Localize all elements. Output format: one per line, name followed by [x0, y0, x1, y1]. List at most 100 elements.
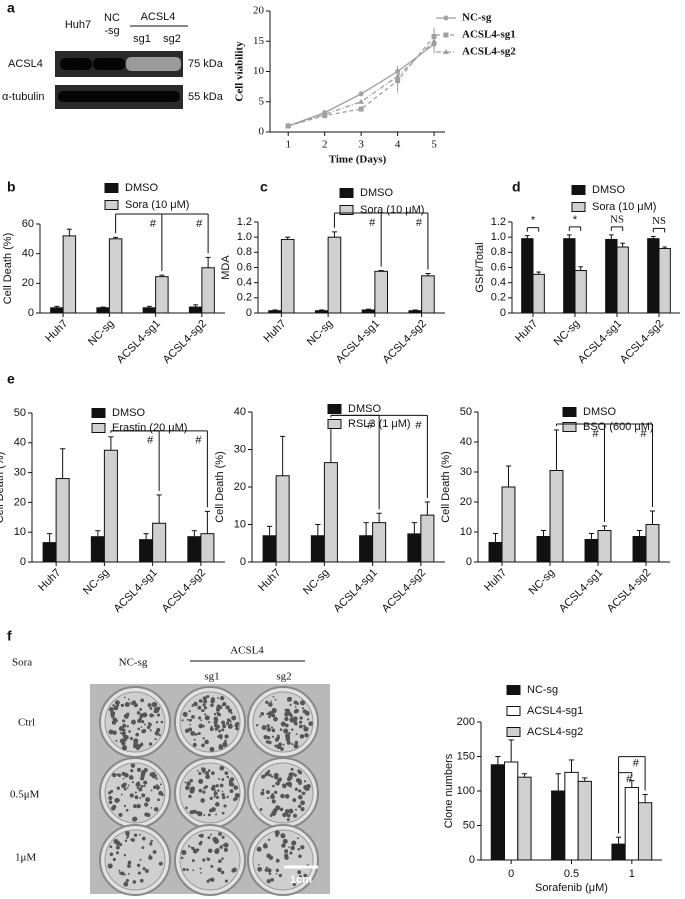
colony: [200, 871, 202, 874]
colony: [308, 721, 313, 726]
colony: [131, 702, 134, 706]
colony: [257, 863, 260, 866]
bar: [490, 764, 506, 861]
x-tick-label: Huh7: [36, 567, 63, 594]
colony: [227, 723, 233, 729]
colony: [191, 859, 195, 863]
dish-inner: [252, 829, 314, 891]
y-axis-label: Cell Death (%): [440, 451, 452, 523]
colony: [150, 789, 153, 792]
colony: [217, 867, 222, 873]
colony: [222, 701, 227, 707]
colony: [143, 784, 146, 788]
lane-label: sg2: [163, 33, 181, 45]
colony: [124, 702, 130, 707]
colony: [275, 833, 279, 838]
colony: [256, 846, 262, 852]
colony: [259, 807, 263, 811]
colony: [274, 830, 280, 836]
colony: [307, 788, 310, 791]
annotation: #: [626, 774, 633, 786]
colony: [271, 735, 275, 738]
bar: [536, 536, 551, 563]
colony: [204, 785, 208, 789]
column-label: sg2: [276, 671, 291, 683]
bar: [155, 276, 169, 314]
x-tick-label: 0.5: [564, 868, 579, 880]
row-label: ACSL4: [8, 58, 43, 70]
colony: [112, 711, 116, 715]
colony: [131, 719, 136, 725]
legend-label: Erastin (20 μM): [112, 422, 187, 434]
x-tick-label: ACSL4-sg1: [576, 318, 624, 366]
annotation: #: [195, 435, 202, 447]
colony: [110, 789, 114, 793]
colony: [209, 796, 213, 801]
annotation: *: [573, 214, 578, 226]
point: [358, 106, 364, 112]
colony: [213, 791, 218, 796]
legend-label: ACSL4-sg1: [527, 705, 583, 717]
colony: [182, 867, 186, 872]
colony: [286, 781, 293, 787]
x-tick-label: 1: [285, 139, 291, 151]
colony: [160, 720, 164, 724]
colony: [204, 739, 209, 745]
annotation: #: [416, 217, 423, 229]
colony: [267, 769, 271, 773]
y-tick-label: 1.2: [237, 216, 252, 228]
colony: [271, 728, 275, 732]
colony: [283, 728, 289, 734]
x-tick-label: ACSL4-sg1: [115, 318, 163, 366]
colony: [219, 737, 223, 740]
colony: [189, 810, 194, 815]
y-tick-label: 1.0: [237, 231, 252, 243]
colony: [148, 855, 153, 860]
colony: [133, 833, 138, 837]
colony: [142, 712, 148, 718]
colony: [285, 723, 289, 728]
lane-group-label: ACSL4: [141, 11, 176, 23]
colony: [198, 771, 202, 776]
x-tick-label: 2: [322, 139, 328, 151]
band: [60, 58, 92, 70]
bar: [62, 235, 77, 314]
y-tick-label: 40: [14, 437, 26, 449]
colony: [217, 712, 222, 717]
legend-swatch: [506, 706, 521, 716]
legend-swatch: [571, 185, 586, 195]
point: [358, 91, 364, 97]
colony: [298, 854, 302, 859]
bar: [563, 238, 576, 314]
colony: [115, 845, 120, 850]
colony: [259, 715, 262, 718]
y-tick-label: 40: [22, 248, 34, 260]
y-tick-label: 0.8: [491, 246, 506, 258]
colony: [145, 797, 151, 803]
bar: [407, 533, 422, 563]
legend-marker: [443, 15, 449, 21]
bar: [577, 780, 592, 861]
panel-label: c: [260, 179, 268, 195]
colony: [261, 774, 266, 779]
colony: [189, 778, 194, 783]
lane-label: sg1: [133, 33, 151, 45]
x-tick-label: 0: [508, 868, 514, 880]
colony: [280, 793, 285, 799]
colony: [158, 861, 163, 866]
colony: [120, 793, 123, 796]
colony: [139, 707, 143, 711]
bar: [611, 843, 626, 861]
colony: [235, 727, 239, 731]
colony: [280, 721, 286, 727]
colony: [199, 867, 202, 870]
colony: [223, 842, 229, 848]
colony: [218, 832, 222, 836]
colony: [267, 797, 270, 800]
legend-swatch: [562, 422, 577, 432]
bar: [616, 246, 629, 314]
colony: [188, 710, 191, 713]
colony: [201, 767, 204, 770]
colony: [120, 871, 125, 876]
bar: [584, 539, 599, 563]
